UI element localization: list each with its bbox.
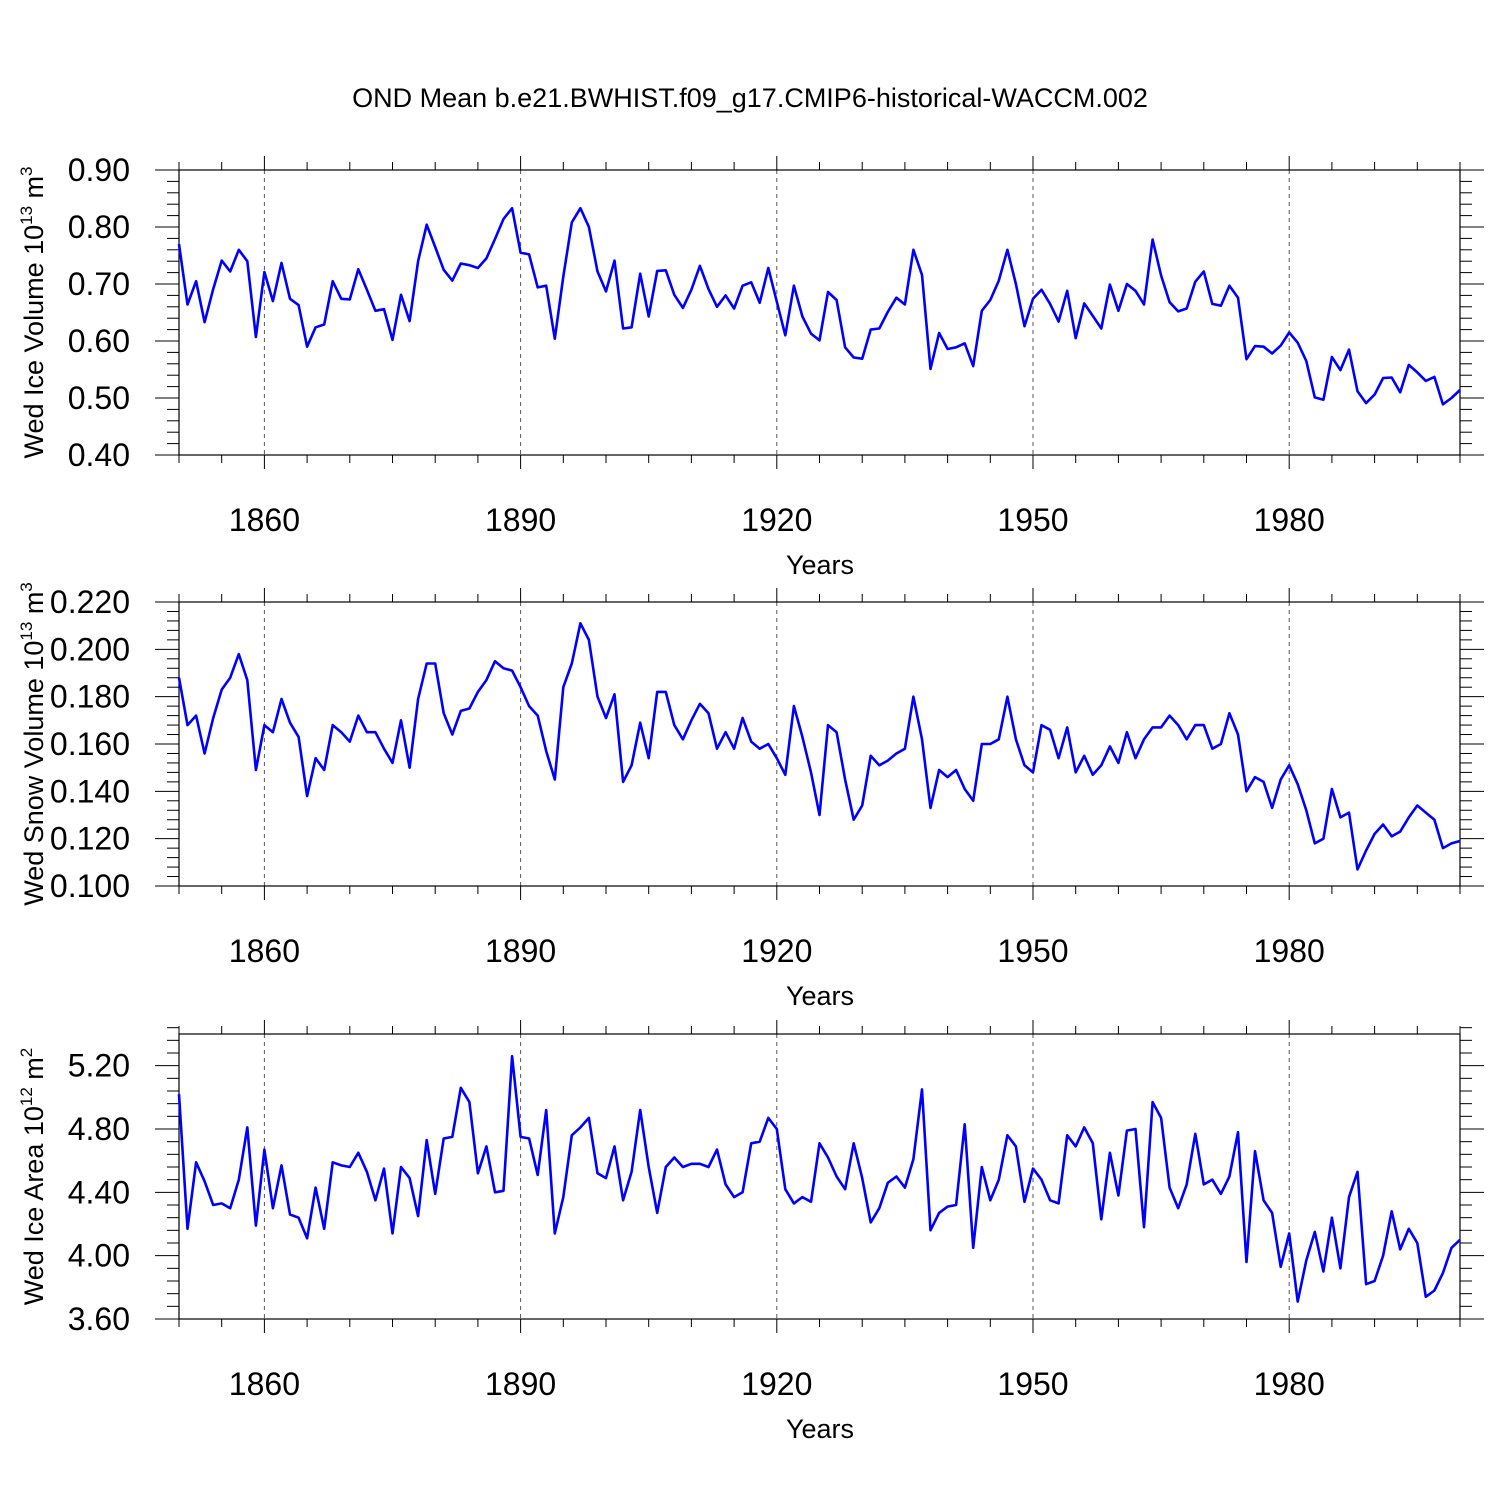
panels: 0.40 0.50 0.60 0.70 0.80 0.90 1860 1890 1920 1950… (17, 152, 1484, 1444)
y-tick-label: 0.200 (50, 631, 130, 667)
x-tick-label: 1860 (229, 502, 300, 538)
panel-2: 0.100 0.120 0.140 0.160 0.180 0.200 0.220 1860 1… (17, 582, 1484, 1011)
x-tick-label: 1980 (1254, 933, 1325, 969)
plot-frame (178, 169, 1461, 456)
x-tick-label: 1980 (1254, 502, 1325, 538)
x-tick-label: 1890 (485, 933, 556, 969)
x-tick-label: 1950 (997, 502, 1068, 538)
y-axis-label-unit-exponent: 3 (17, 166, 36, 175)
series-line (177, 621, 1461, 871)
y-axis-label-unit: m (19, 1057, 49, 1087)
y-axis-label-text: Wed Ice Volume 10 (19, 225, 49, 459)
y-tick-label: 0.120 (50, 821, 130, 857)
series-line (177, 1054, 1461, 1303)
y-tick-label: 0.100 (50, 868, 130, 904)
y-tick-label: 0.60 (68, 323, 130, 359)
y-tick-label: 4.80 (68, 1111, 130, 1147)
x-axis-label: Years (786, 1414, 854, 1444)
x-tick-label: 1920 (741, 933, 812, 969)
y-axis-label: Wed Snow Volume 1013 m3 (17, 582, 49, 906)
y-tick-label: 0.160 (50, 726, 130, 762)
y-axis-label-exponent: 12 (17, 1087, 36, 1106)
panel-3: 3.60 4.00 4.40 4.80 5.20 1860 1890 1920 1950 1980… (17, 1020, 1484, 1444)
y-axis-label: Wed Ice Volume 1013 m3 (17, 166, 49, 458)
y-axis-label-unit-exponent: 3 (17, 582, 36, 591)
y-tick-label: 3.60 (68, 1301, 130, 1337)
x-tick-label: 1920 (741, 1366, 812, 1402)
y-tick-label: 0.220 (50, 584, 130, 620)
y-axis-label-unit: m (19, 592, 49, 622)
y-axis-label-exponent: 13 (17, 206, 36, 225)
x-tick-label: 1860 (229, 1366, 300, 1402)
y-tick-label: 4.00 (68, 1238, 130, 1274)
x-tick-label: 1980 (1254, 1366, 1325, 1402)
y-tick-label: 0.90 (68, 152, 130, 188)
y-axis-label-unit: m (19, 176, 49, 206)
y-tick-label: 5.20 (68, 1048, 130, 1084)
x-tick-label: 1920 (741, 502, 812, 538)
x-tick-label: 1890 (485, 502, 556, 538)
x-tick-label: 1950 (997, 933, 1068, 969)
y-axis-label-unit-exponent: 2 (17, 1048, 36, 1057)
x-tick-label: 1890 (485, 1366, 556, 1402)
y-tick-label: 0.40 (68, 437, 130, 473)
y-axis-label: Wed Ice Area 1012 m2 (17, 1048, 49, 1306)
plot-frame (178, 601, 1461, 887)
y-tick-label: 0.140 (50, 773, 130, 809)
x-tick-label: 1950 (997, 1366, 1068, 1402)
x-tick-label: 1860 (229, 933, 300, 969)
y-axis-label-text: Wed Ice Area 10 (19, 1106, 49, 1305)
x-axis-label: Years (786, 981, 854, 1011)
y-tick-label: 0.50 (68, 380, 130, 416)
y-axis-label-text: Wed Snow Volume 10 (19, 641, 49, 906)
series-line (177, 206, 1461, 406)
figure-title: OND Mean b.e21.BWHIST.f09_g17.CMIP6-hist… (352, 83, 1148, 113)
y-tick-label: 0.70 (68, 266, 130, 302)
y-tick-label: 0.80 (68, 209, 130, 245)
x-axis-label: Years (786, 550, 854, 580)
y-axis-label-exponent: 13 (17, 622, 36, 641)
y-tick-label: 0.180 (50, 679, 130, 715)
y-tick-label: 4.40 (68, 1174, 130, 1210)
panel-1: 0.40 0.50 0.60 0.70 0.80 0.90 1860 1890 1920 1950… (17, 152, 1484, 580)
plot-frame (178, 1033, 1461, 1320)
